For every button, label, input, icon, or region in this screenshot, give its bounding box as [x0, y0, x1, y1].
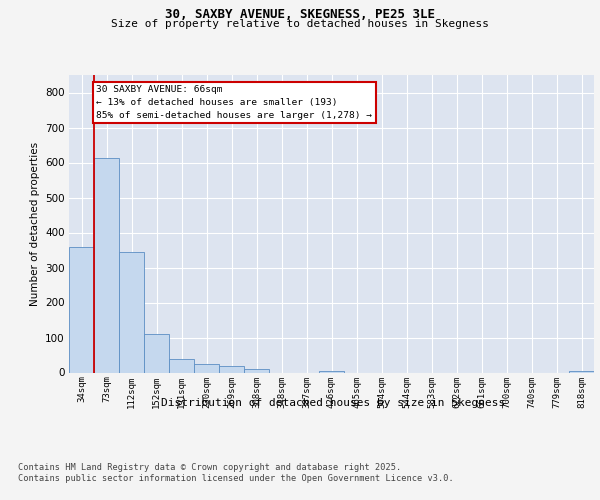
Text: Size of property relative to detached houses in Skegness: Size of property relative to detached ho…	[111, 19, 489, 29]
Bar	[119, 252, 144, 372]
Bar	[144, 334, 169, 372]
Text: Distribution of detached houses by size in Skegness: Distribution of detached houses by size …	[161, 398, 505, 407]
Bar	[244, 369, 269, 372]
Bar	[94, 158, 119, 372]
Bar	[319, 371, 344, 372]
Bar	[569, 371, 594, 372]
Bar	[219, 366, 244, 372]
Bar	[169, 358, 194, 372]
Y-axis label: Number of detached properties: Number of detached properties	[29, 142, 40, 306]
Bar	[69, 246, 94, 372]
Text: Contains HM Land Registry data © Crown copyright and database right 2025.: Contains HM Land Registry data © Crown c…	[18, 462, 401, 471]
Text: 30, SAXBY AVENUE, SKEGNESS, PE25 3LE: 30, SAXBY AVENUE, SKEGNESS, PE25 3LE	[165, 8, 435, 20]
Text: 30 SAXBY AVENUE: 66sqm
← 13% of detached houses are smaller (193)
85% of semi-de: 30 SAXBY AVENUE: 66sqm ← 13% of detached…	[97, 86, 373, 119]
Text: Contains public sector information licensed under the Open Government Licence v3: Contains public sector information licen…	[18, 474, 454, 483]
Bar	[194, 364, 219, 372]
